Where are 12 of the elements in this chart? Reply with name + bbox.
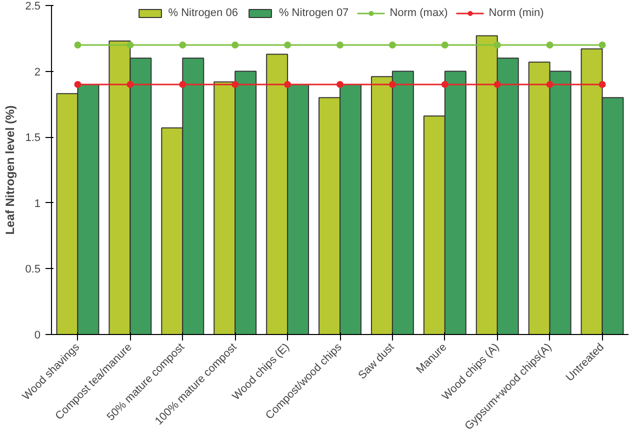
x-tick-label: Saw dust bbox=[356, 341, 397, 382]
y-tick-label: 2 bbox=[34, 66, 41, 78]
y-tick-label: 1.5 bbox=[25, 132, 41, 144]
legend-label: % Nitrogen 06 bbox=[168, 7, 238, 19]
y-tick-label: 2.5 bbox=[25, 0, 41, 12]
y-tick-label: 0 bbox=[34, 330, 41, 342]
legend-label: Norm (min) bbox=[488, 7, 544, 19]
legend-label: Norm (max) bbox=[390, 7, 448, 19]
y-tick-label: 0.5 bbox=[25, 264, 41, 276]
legend-label: % Nitrogen 07 bbox=[278, 7, 349, 19]
y-tick-label: 1 bbox=[34, 198, 41, 210]
y-axis-title: Leaf Nitrogen level (%) bbox=[3, 105, 18, 235]
